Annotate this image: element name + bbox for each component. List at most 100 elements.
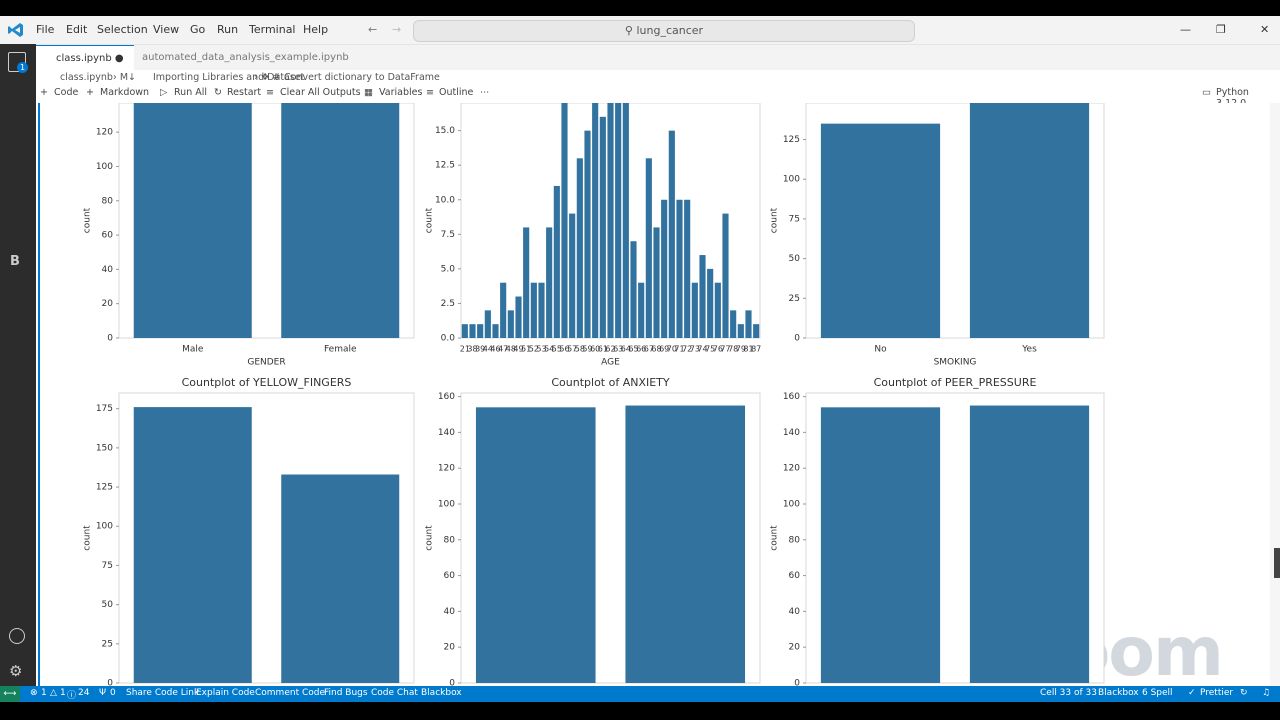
x-axis-label: AGE xyxy=(601,358,620,368)
cell-focus-bar xyxy=(38,103,40,686)
status-item[interactable]: Blackbox xyxy=(1098,688,1139,698)
bar xyxy=(668,130,675,338)
minimize-button[interactable]: — xyxy=(1180,23,1191,36)
status-icon[interactable]: ↻ xyxy=(1240,688,1248,698)
tab[interactable]: class.ipynb ● xyxy=(36,45,134,71)
y-axis-label: count xyxy=(83,525,93,551)
search-text: lung_cancer xyxy=(636,24,704,37)
menu-item[interactable]: Terminal xyxy=(249,23,296,36)
toolbar-icon: + xyxy=(40,87,48,98)
command-center[interactable]: ⚲ lung_cancer xyxy=(413,20,915,42)
bar xyxy=(753,324,760,338)
x-tick-label: 64 xyxy=(621,345,631,354)
y-tick-label: 7.5 xyxy=(441,230,455,240)
back-button[interactable]: ← xyxy=(368,23,378,36)
x-tick-label: 53 xyxy=(536,345,546,354)
status-item[interactable]: 0 xyxy=(110,688,116,698)
bar xyxy=(584,130,591,338)
y-tick-label: 0 xyxy=(107,679,113,689)
menu-item[interactable]: Go xyxy=(190,23,206,36)
toolbar-button[interactable]: Clear All Outputs xyxy=(280,87,361,98)
settings-icon[interactable]: ⚙ xyxy=(9,662,23,680)
bar xyxy=(461,324,468,338)
x-tick-label: 66 xyxy=(636,345,646,354)
status-item[interactable]: Code Chat xyxy=(371,688,418,698)
status-icon: ⊗ xyxy=(30,688,38,698)
status-item[interactable]: Share Code Link xyxy=(126,688,200,698)
x-tick-label: 49 xyxy=(513,345,523,354)
status-item[interactable]: 24 xyxy=(78,688,90,698)
menu-item[interactable]: Help xyxy=(303,23,329,36)
menu-item[interactable]: Selection xyxy=(97,23,148,36)
toolbar-button[interactable]: Run All xyxy=(174,87,208,98)
x-tick-label: 54 xyxy=(544,345,554,354)
toolbar-button[interactable]: Variables xyxy=(379,87,423,98)
y-tick-label: 125 xyxy=(783,135,800,145)
y-axis-label: count xyxy=(770,525,780,551)
menu-item[interactable]: View xyxy=(153,23,180,36)
x-tick-label: 21 xyxy=(460,345,470,354)
x-tick-label: 52 xyxy=(529,345,539,354)
y-tick-label: 40 xyxy=(444,607,456,617)
tab[interactable]: automated_data_analysis_example.ipynb xyxy=(122,45,359,70)
menu-item[interactable]: File xyxy=(36,23,55,36)
x-tick-label: 68 xyxy=(651,345,661,354)
account-icon[interactable] xyxy=(9,628,25,644)
x-tick-label: 61 xyxy=(598,345,608,354)
breadcrumb[interactable]: class.ipynb xyxy=(60,72,113,83)
close-button[interactable]: ✕ xyxy=(1260,23,1270,36)
bar xyxy=(538,282,545,338)
y-tick-label: 100 xyxy=(96,162,113,172)
breadcrumb[interactable]: Convert dictionary to DataFrame xyxy=(284,72,440,83)
x-axis-label: SMOKING xyxy=(934,358,977,368)
bar xyxy=(576,158,583,338)
status-item[interactable]: Prettier xyxy=(1200,688,1234,698)
status-item[interactable]: Blackbox xyxy=(421,688,462,698)
x-tick-label: 44 xyxy=(483,345,493,354)
bar xyxy=(281,103,400,339)
y-tick-label: 50 xyxy=(789,254,801,264)
y-tick-label: 20 xyxy=(102,299,114,309)
bar xyxy=(969,103,1090,338)
y-tick-label: 60 xyxy=(102,231,114,241)
bar xyxy=(469,324,476,338)
status-icon: Ψ xyxy=(99,688,107,698)
toolbar-button[interactable]: Outline xyxy=(439,87,474,98)
notifications[interactable]: ♫ xyxy=(1262,688,1271,698)
toolbar-button[interactable]: Markdown xyxy=(100,87,150,98)
bar xyxy=(699,255,706,338)
bar xyxy=(722,213,729,338)
status-item[interactable]: 6 Spell xyxy=(1142,688,1173,698)
bar xyxy=(530,282,537,338)
x-tick-label: No xyxy=(874,345,887,355)
menu-item[interactable]: Edit xyxy=(66,23,88,36)
forward-button[interactable]: → xyxy=(392,23,402,36)
status-item[interactable]: Find Bugs xyxy=(324,688,368,698)
toolbar-button[interactable]: Restart xyxy=(227,87,262,98)
toolbar-more[interactable]: ⋯ xyxy=(480,87,490,98)
status-item[interactable]: Comment Code xyxy=(255,688,325,698)
toolbar-button[interactable]: Code xyxy=(54,87,79,98)
status-item[interactable]: Cell 33 of 33 xyxy=(1040,688,1097,698)
remote-button[interactable]: ⟷ xyxy=(0,686,20,702)
status-item[interactable]: Explain Code xyxy=(196,688,255,698)
scroll-thumb[interactable] xyxy=(1274,548,1280,578)
x-tick-label: Female xyxy=(324,345,357,355)
blackbox-icon[interactable]: B xyxy=(10,254,20,269)
status-item[interactable]: 1 xyxy=(41,688,47,698)
breadcrumbs: class.ipynb › M↓ Importing Libraries and… xyxy=(36,70,1280,85)
bar xyxy=(622,103,629,338)
bar xyxy=(625,405,746,683)
maximize-button[interactable]: ❐ xyxy=(1216,23,1226,36)
bar xyxy=(523,227,530,338)
y-axis-label: count xyxy=(83,207,93,233)
menu-item[interactable]: Run xyxy=(217,23,239,36)
y-tick-label: 5.0 xyxy=(441,264,456,274)
scrollbar[interactable] xyxy=(1270,103,1280,686)
y-tick-label: 2.5 xyxy=(441,299,455,309)
status-item[interactable]: 1 xyxy=(60,688,66,698)
breadcrumb[interactable]: Importing Libraries and Dataset xyxy=(153,72,305,83)
x-tick-label: 74 xyxy=(697,345,707,354)
